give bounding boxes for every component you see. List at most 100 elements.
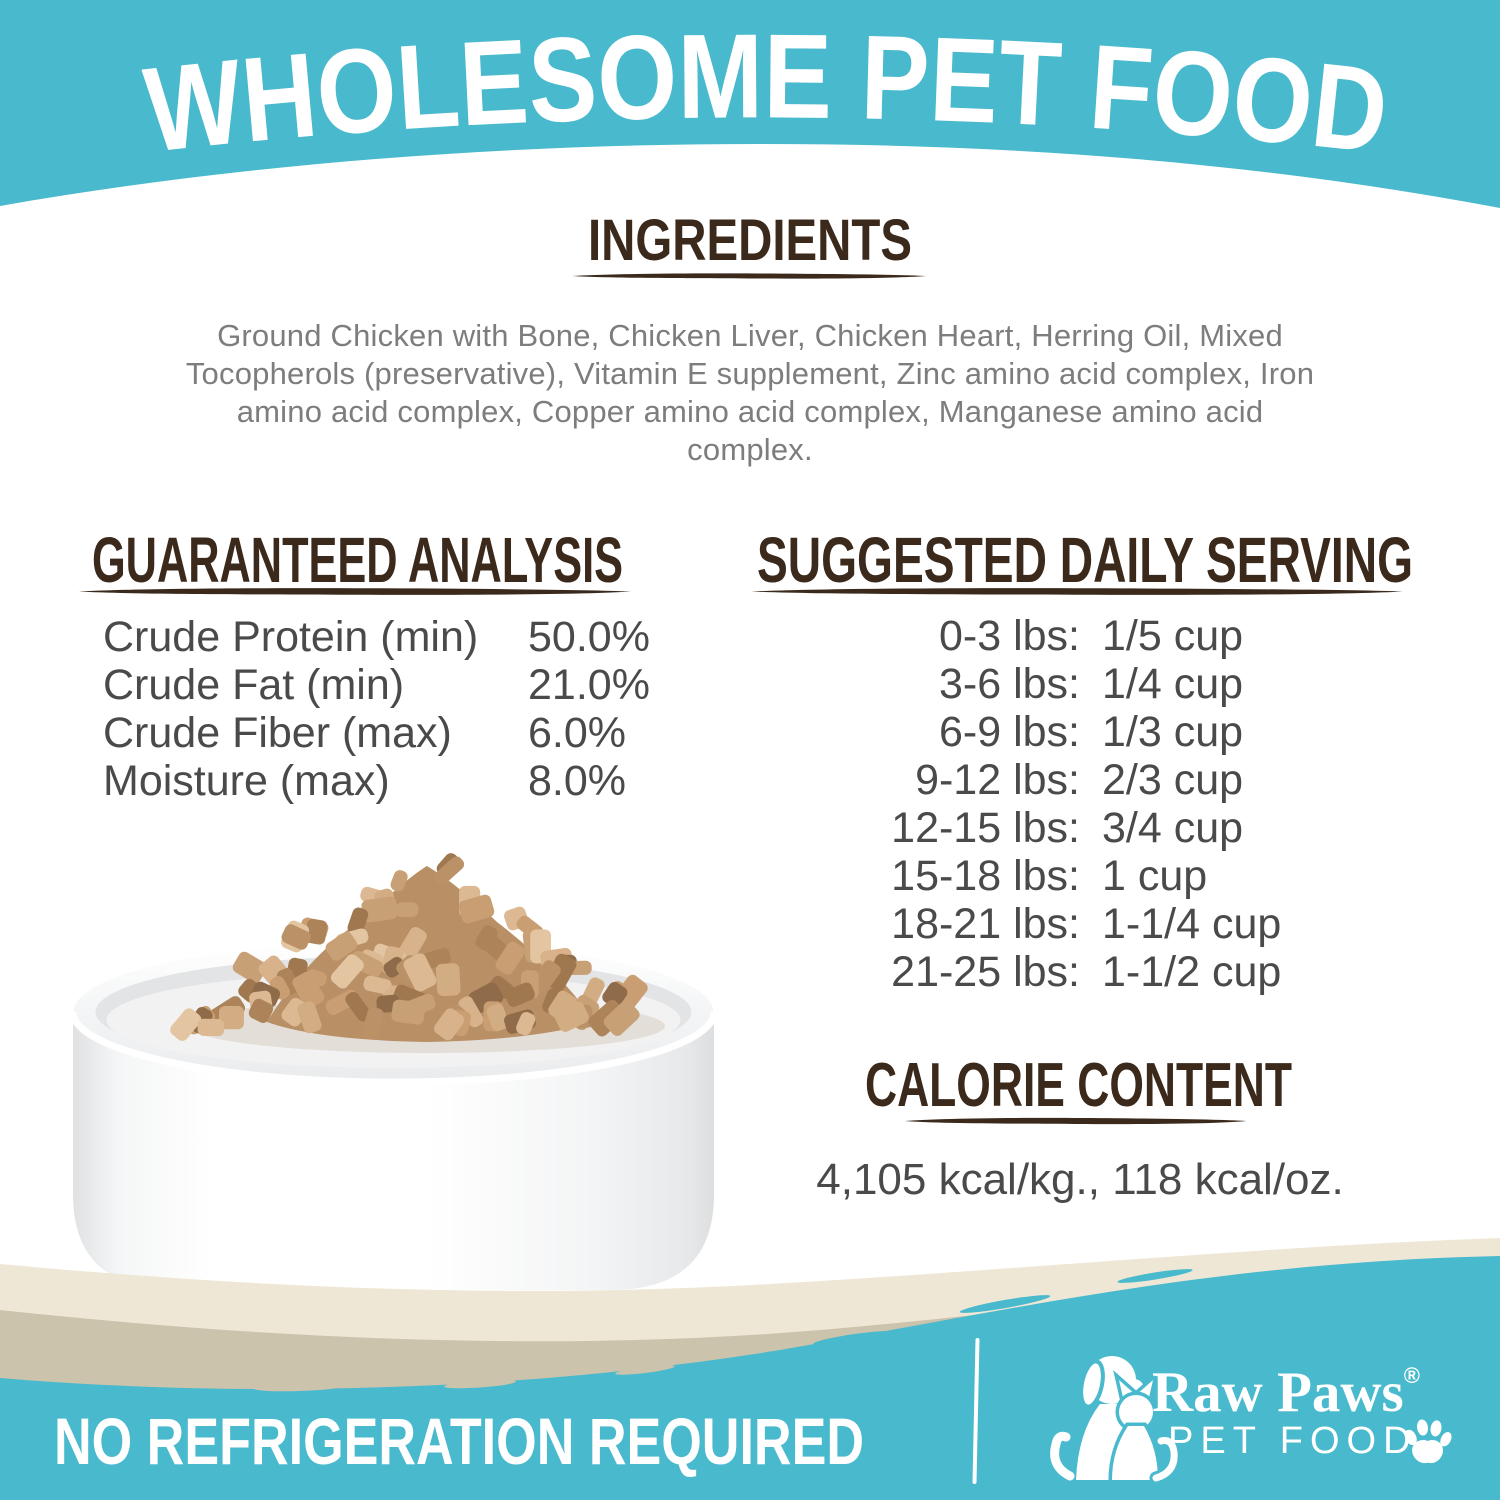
serving-row: 18-21 lbs: 1-1/4 cup [757,900,1407,948]
kibble-piece [486,1003,509,1031]
serving-row: 15-18 lbs: 1 cup [757,852,1407,900]
serving-row: 3-6 lbs: 1/4 cup [757,660,1407,708]
paw-print-icon [1404,1419,1452,1464]
svg-text:INGREDIENTS: INGREDIENTS [588,208,912,273]
kibble-piece [531,960,561,993]
kibble-piece [554,1001,589,1032]
bowl-front [73,1012,715,1290]
kibble-piece [330,954,364,989]
kibble-piece [477,930,510,962]
kibble-piece [403,953,437,992]
brush-streak [1117,1269,1193,1283]
serving-weight: 18-21 lbs: [891,900,1080,948]
kibble-piece [435,963,461,997]
kibble-piece [248,998,274,1023]
serving-amount: 1-1/2 cup [1102,948,1282,996]
analysis-label: Crude Fiber (max) [103,709,452,757]
serving-weight: 9-12 lbs: [915,756,1080,804]
kibble-piece [292,971,325,1009]
analysis-value: 50.0% [528,613,650,661]
serving-amount: 1/4 cup [1102,660,1244,708]
ingredients-underline [571,273,927,279]
header-banner: WHOLESOME PET FOOD [0,0,1500,208]
serving-amount: 1/5 cup [1102,612,1244,660]
kibble-piece [232,951,267,984]
analysis-row: Crude Protein (min) 50.0% [103,613,683,661]
kibble-piece [347,907,369,935]
kibble-piece [390,870,408,892]
kibble-piece [197,1018,225,1037]
registered-mark: ® [1403,1363,1420,1388]
brush-streak [254,1382,346,1392]
kibble-piece [434,1008,465,1041]
analysis-label: Crude Protein (min) [103,613,479,661]
kibble-piece [362,1007,384,1039]
kibble-piece [325,931,358,961]
kibble-piece [391,999,426,1025]
serving-row: 6-9 lbs: 1/3 cup [757,708,1407,756]
brand-name-text: Raw Paws [1152,1361,1404,1424]
brush-streak [615,1365,675,1375]
dog-tail [1050,1431,1075,1481]
bowl-front-lip-highlight [69,1011,718,1086]
serving-amount: 1 cup [1102,852,1208,900]
kibble-piece [505,982,535,1007]
daily-serving-table: 0-3 lbs: 1/5 cup 3-6 lbs: 1/4 cup 6-9 lb… [757,612,1407,996]
kibble-piece [170,1008,202,1041]
analysis-row: Crude Fat (min) 21.0% [103,661,683,709]
kibble-piece [345,991,371,1022]
serving-weight: 12-15 lbs: [891,804,1080,852]
ingredients-heading: INGREDIENTS [588,208,912,273]
serving-row: 12-15 lbs: 3/4 cup [757,804,1407,852]
no-refrigeration-claim: NO REFRIGERATION REQUIRED [54,1404,864,1478]
svg-text:NO REFRIGERATION REQUIRED: NO REFRIGERATION REQUIRED [54,1404,864,1478]
cat-silhouette [1108,1370,1162,1482]
kibble-piece [349,950,384,978]
serving-weight: 15-18 lbs: [891,852,1080,900]
serving-amount: 3/4 cup [1102,804,1244,852]
kibble-piece [219,1006,244,1030]
kibble-piece [458,996,484,1028]
calorie-content-value: 4,105 kcal/kg., 118 kcal/oz. [816,1155,1344,1204]
calorie-content-heading: CALORIE CONTENT [865,1051,1292,1120]
analysis-value: 6.0% [528,709,627,757]
daily-serving-heading: SUGGESTED DAILY SERVING [757,524,1413,596]
kibble-piece [603,1000,640,1036]
brand-name: Raw Paws® [1152,1360,1420,1425]
analysis-label: Crude Fat (min) [103,661,405,709]
brand-subtitle: PET FOOD [1168,1420,1418,1462]
kibble-piece [395,902,419,918]
guaranteed-analysis-heading: GUARANTEED ANALYSIS [92,524,623,596]
kibble-piece [516,1012,536,1036]
serving-amount: 2/3 cup [1102,756,1244,804]
page-title: WHOLESOME PET FOOD [139,9,1394,179]
brush-streak [225,175,305,183]
dog-cat-silhouette-icon [1050,1356,1180,1482]
kibble-bowl-image [69,853,718,1290]
svg-text:CALORIE CONTENT: CALORIE CONTENT [865,1051,1292,1120]
kibble-pile [170,853,648,1041]
serving-weight: 21-25 lbs: [891,948,1080,996]
cat-tail [1152,1437,1178,1482]
serving-weight: 0-3 lbs: [938,612,1080,660]
serving-row: 0-3 lbs: 1/5 cup [757,612,1407,660]
guaranteed-analysis-underline [78,588,632,595]
teal-band-shape [0,0,1500,208]
serving-amount: 1-1/4 cup [1102,900,1282,948]
analysis-value: 8.0% [528,757,627,805]
analysis-row: Moisture (max) 8.0% [103,757,683,805]
daily-serving-underline [751,588,1403,595]
kibble-piece [297,1001,322,1034]
svg-text:SUGGESTED DAILY SERVING: SUGGESTED DAILY SERVING [757,524,1413,596]
dog-ear [1079,1359,1105,1409]
svg-text:GUARANTEED ANALYSIS: GUARANTEED ANALYSIS [92,524,623,596]
brush-streak [444,1379,516,1389]
kibble-piece [363,975,392,995]
calorie-content-underline [904,1117,1247,1125]
analysis-value: 21.0% [528,661,650,709]
serving-amount: 1/3 cup [1102,708,1244,756]
kibble-piece [495,941,525,975]
serving-weight: 3-6 lbs: [938,660,1080,708]
kibble-piece [434,856,465,885]
